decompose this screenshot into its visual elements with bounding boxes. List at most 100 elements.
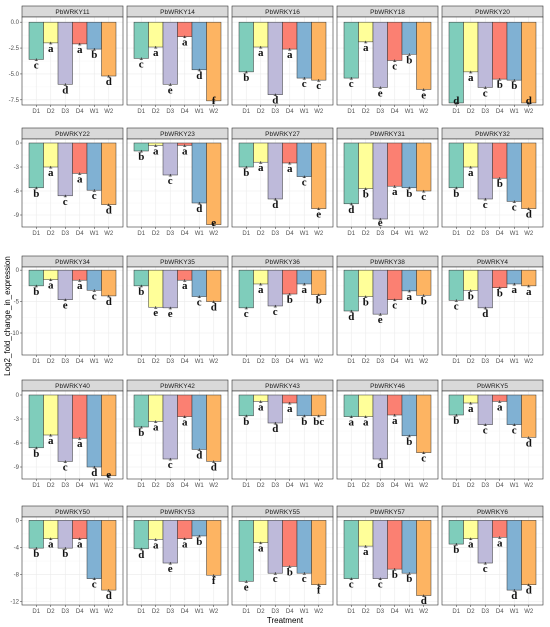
significance-label: d — [196, 449, 202, 461]
x-tick-label: D2 — [362, 109, 370, 115]
x-tick-label: W2 — [314, 609, 324, 615]
significance-label: b — [406, 573, 412, 585]
significance-label: a — [258, 47, 264, 59]
significance-label: c — [421, 453, 426, 465]
bar-w2 — [311, 269, 327, 295]
x-tick-label: D3 — [481, 231, 489, 237]
x-tick-label: D1 — [452, 231, 460, 237]
panel-border — [336, 266, 439, 356]
x-tick-label: D3 — [166, 359, 174, 365]
significance-label: d — [211, 302, 217, 314]
y-tick-label: -7.5 — [9, 98, 20, 104]
significance-label: a — [468, 539, 474, 551]
bar-d1 — [28, 520, 44, 549]
significance-label: c — [302, 573, 307, 585]
y-tick-label: -12 — [10, 600, 19, 606]
x-tick-label: D2 — [47, 359, 55, 365]
significance-label: a — [77, 539, 83, 551]
significance-label: c — [316, 80, 321, 92]
x-tick-label: W2 — [419, 483, 429, 489]
bar-w1 — [191, 269, 207, 297]
bar-w1 — [401, 520, 417, 574]
bar-d2 — [358, 269, 374, 297]
x-tick-label: W2 — [209, 359, 219, 365]
bar-d3 — [477, 394, 493, 425]
x-tick-label: W2 — [209, 483, 219, 489]
bar-d4 — [72, 21, 88, 45]
panel-border — [126, 16, 229, 106]
x-tick-label: W1 — [195, 483, 205, 489]
bar-d4 — [72, 142, 88, 174]
bar-w2 — [101, 394, 117, 477]
bar-w1 — [401, 394, 417, 437]
significance-label: a — [468, 403, 474, 415]
significance-label: d — [196, 70, 202, 82]
x-tick-label: D4 — [391, 359, 399, 365]
x-tick-label: W1 — [300, 109, 310, 115]
bar-d1 — [133, 520, 149, 550]
x-tick-label: W1 — [405, 483, 415, 489]
significance-label: a — [48, 435, 54, 447]
bar-d4 — [282, 142, 298, 164]
x-tick-label: D2 — [467, 109, 475, 115]
x-tick-label: D2 — [257, 359, 265, 365]
x-tick-label: W1 — [300, 359, 310, 365]
facet-title: PbWRKY42 — [160, 383, 195, 390]
x-tick-label: D3 — [166, 483, 174, 489]
significance-label: c — [512, 201, 517, 213]
bar-d4 — [492, 269, 508, 288]
panel-border — [336, 138, 439, 228]
bar-d4 — [387, 269, 403, 300]
x-tick-label: D4 — [391, 483, 399, 489]
x-tick-label: D3 — [376, 483, 384, 489]
bar-d2 — [148, 269, 164, 308]
x-tick-label: D3 — [166, 609, 174, 615]
x-tick-label: W1 — [300, 609, 310, 615]
significance-label: c — [63, 196, 68, 208]
significance-label: a — [153, 145, 159, 157]
significance-label: d — [106, 205, 112, 217]
x-tick-label: W2 — [209, 609, 219, 615]
bar-d3 — [477, 142, 493, 200]
significance-label: b — [138, 427, 144, 439]
bar-d1 — [448, 142, 464, 189]
bar-w2 — [521, 142, 537, 209]
bar-d3 — [162, 142, 178, 176]
bar-w1 — [401, 269, 417, 292]
significance-label: c — [273, 573, 278, 585]
x-tick-label: D3 — [271, 359, 279, 365]
x-tick-label: D1 — [452, 609, 460, 615]
y-tick-label: -6 — [14, 189, 20, 195]
bar-d3 — [162, 269, 178, 309]
panel-border — [231, 16, 334, 106]
facet-title: PbWRKY35 — [160, 259, 195, 266]
bar-d4 — [387, 142, 403, 187]
bar-w2 — [206, 269, 222, 302]
panel-border — [126, 516, 229, 606]
facet-title: PbWRKY53 — [160, 509, 195, 516]
bar-d3 — [477, 520, 493, 564]
significance-label: f — [212, 575, 216, 587]
bar-d1 — [448, 394, 464, 416]
significance-label: b — [196, 536, 202, 548]
bar-w1 — [506, 142, 522, 202]
x-tick-label: W2 — [104, 109, 114, 115]
bar-d3 — [477, 21, 493, 88]
significance-label: c — [63, 461, 68, 473]
facet-title: PbWRKY38 — [370, 259, 405, 266]
bar-d2 — [253, 21, 269, 48]
x-tick-label: D2 — [467, 483, 475, 489]
significance-label: b — [62, 548, 68, 560]
bar-w2 — [416, 520, 432, 596]
bar-d4 — [387, 21, 403, 61]
bar-d2 — [463, 394, 479, 404]
bar-d1 — [28, 21, 44, 60]
significance-label: d — [272, 199, 278, 211]
x-tick-label: D2 — [362, 359, 370, 365]
facet-title: PbWRKY31 — [370, 131, 405, 138]
bar-d1 — [448, 21, 464, 104]
significance-label: c — [273, 306, 278, 318]
x-tick-label: D2 — [362, 609, 370, 615]
significance-label: c — [168, 175, 173, 187]
bar-d1 — [238, 269, 254, 309]
